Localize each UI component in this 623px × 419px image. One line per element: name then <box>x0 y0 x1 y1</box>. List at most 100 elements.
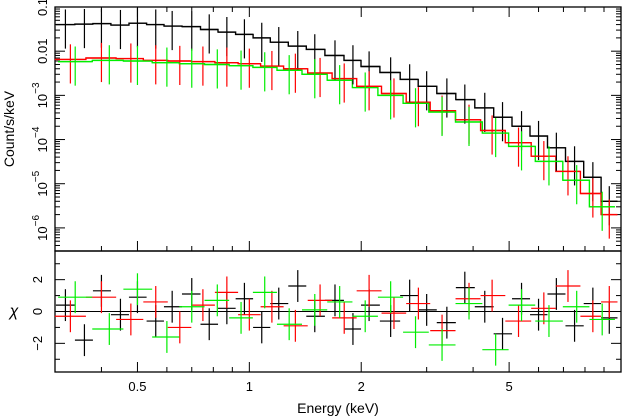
data-point-red <box>332 63 357 103</box>
data-point-black <box>146 9 164 49</box>
data-point-green <box>428 96 456 137</box>
residual-point-red <box>191 289 215 322</box>
residual-point-red <box>54 300 86 333</box>
residual-point-black <box>418 293 437 326</box>
data-point-green <box>352 72 378 112</box>
data-point-green <box>403 88 429 128</box>
residual-point-black <box>270 287 289 320</box>
residual-point-red <box>356 274 382 307</box>
residual-panel: 2 0 −2 <box>30 250 622 373</box>
data-point-green <box>482 117 509 158</box>
residual-point-black <box>200 308 219 341</box>
residual-y-tick-labels: 2 0 −2 <box>30 276 45 351</box>
data-point-green <box>204 49 230 89</box>
y-tick-label: 10−5 <box>31 170 50 196</box>
data-point-red <box>505 127 532 167</box>
data-point-black <box>379 57 401 97</box>
residual-point-green <box>455 287 483 320</box>
data-point-black <box>163 10 182 51</box>
data-point-green <box>252 52 277 92</box>
data-point-red <box>455 104 481 144</box>
residual-point-green <box>204 284 230 317</box>
residual-point-green <box>377 281 404 314</box>
data-point-green <box>508 131 536 171</box>
data-point-red <box>116 43 144 83</box>
data-point-black <box>253 22 271 62</box>
data-point-black <box>474 92 494 132</box>
spectrum-panel: 0.1 0.01 10−3 10−4 10−5 10−6 <box>31 0 622 252</box>
data-point-red <box>191 46 215 86</box>
residual-point-red <box>531 292 556 325</box>
residual-point-red <box>307 284 333 317</box>
data-point-black <box>400 64 419 104</box>
residual-y-tick-label: 2 <box>30 276 45 283</box>
y-tick-label: 10−4 <box>31 126 50 152</box>
y-tick-label: 10−3 <box>31 82 50 108</box>
x-tick-label: 1 <box>246 379 253 394</box>
y-tick-label: 0.01 <box>35 39 50 64</box>
data-point-black <box>110 9 129 50</box>
residual-point-green <box>152 321 180 353</box>
spectrum-data-points <box>54 8 618 239</box>
residual-data-points <box>54 270 618 366</box>
residual-y-tick-label: 0 <box>30 308 45 315</box>
data-point-green <box>377 80 404 120</box>
data-point-black <box>181 11 201 51</box>
residual-point-green <box>327 286 353 318</box>
x-tick-label: 2 <box>358 379 365 394</box>
residual-point-green <box>58 281 93 314</box>
data-point-red <box>167 45 192 86</box>
data-point-green <box>589 191 615 231</box>
residual-point-black <box>379 305 401 337</box>
data-point-red <box>406 87 431 127</box>
residual-point-red <box>381 297 407 330</box>
data-point-black <box>288 31 307 71</box>
data-point-black <box>55 9 75 49</box>
residual-point-red <box>480 279 506 312</box>
residual-point-black <box>565 309 584 342</box>
residual-point-green <box>229 301 253 334</box>
spectrum-plot-frame <box>54 6 622 252</box>
residual-point-black <box>530 298 548 331</box>
residual-point-red <box>167 311 192 344</box>
data-point-black <box>74 8 93 49</box>
residual-point-green <box>589 303 615 336</box>
y-tick-label: 0.1 <box>35 0 50 16</box>
data-point-black <box>455 84 475 124</box>
data-point-black <box>530 120 548 161</box>
residual-point-black <box>163 290 182 323</box>
data-point-red <box>54 44 86 84</box>
data-point-red <box>143 45 168 85</box>
y-tick-label: 10−6 <box>31 215 50 241</box>
residual-point-red <box>505 305 532 337</box>
data-point-red <box>307 57 333 98</box>
data-point-red <box>381 78 407 118</box>
data-point-green <box>123 45 153 86</box>
spectrum-y-tick-labels: 0.1 0.01 10−3 10−4 10−5 10−6 <box>31 0 50 241</box>
model-line-black <box>55 22 618 202</box>
residual-point-green <box>562 290 590 323</box>
data-point-black <box>306 34 325 74</box>
spectrum-model-lines <box>54 22 618 216</box>
spectrum-ticks <box>55 6 621 252</box>
data-point-green <box>301 59 328 99</box>
residual-point-red <box>332 301 357 334</box>
data-point-red <box>356 71 382 111</box>
x-tick-label: 0.5 <box>128 379 146 394</box>
residual-point-red <box>214 276 239 309</box>
x-axis-label: Energy (keV) <box>297 400 379 416</box>
residual-point-green <box>252 276 277 309</box>
residual-y-axis-label: χ <box>8 303 19 320</box>
residual-point-red <box>430 314 456 347</box>
data-point-green <box>327 65 353 105</box>
data-point-black <box>235 19 254 59</box>
data-point-red <box>238 48 261 88</box>
residual-point-black <box>235 282 254 315</box>
data-point-black <box>547 132 566 172</box>
residual-point-black <box>547 278 566 310</box>
data-point-black <box>92 8 111 48</box>
data-point-black <box>200 14 219 54</box>
residual-point-black <box>400 279 419 312</box>
data-point-red <box>430 95 456 135</box>
